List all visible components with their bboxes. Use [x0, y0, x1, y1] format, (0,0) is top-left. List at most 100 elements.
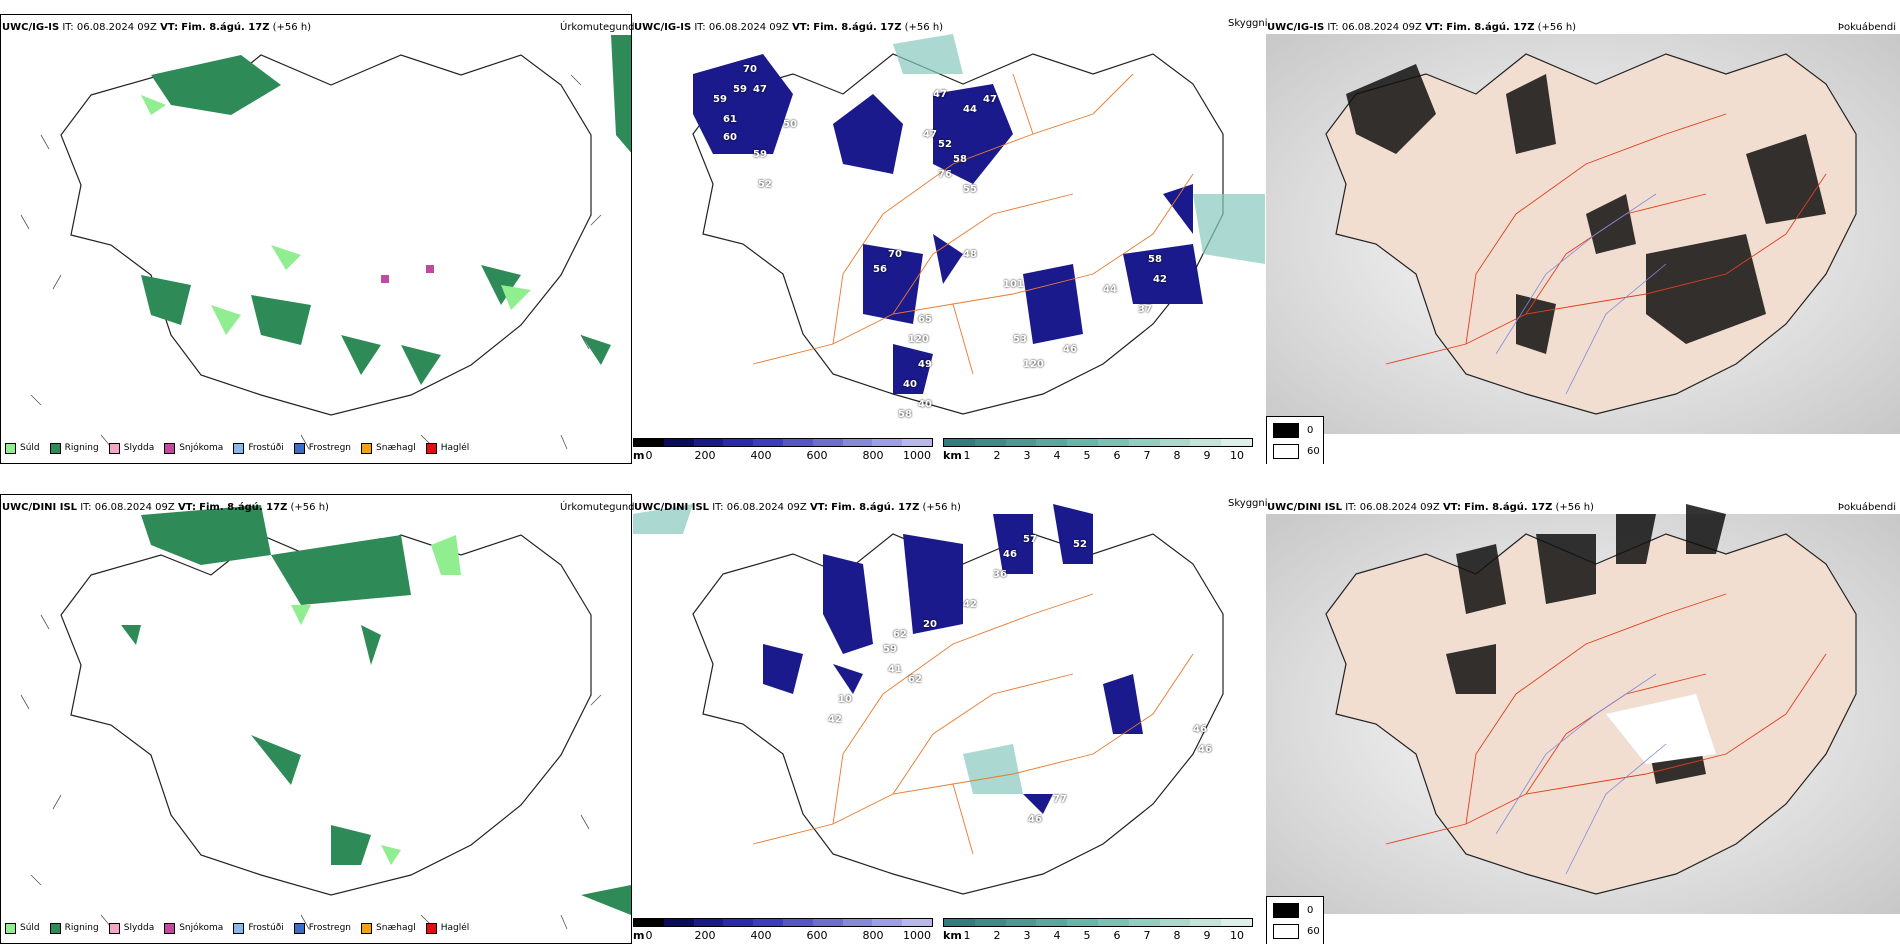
tick: 9 [1203, 449, 1211, 462]
cloudbase-unit: km [943, 929, 962, 942]
tick: 0 [645, 929, 653, 942]
cloudbase-strip [943, 918, 1253, 927]
fog-swatch-white [1273, 444, 1299, 459]
cloud-title-top: Skyggni [1228, 18, 1268, 29]
fog-legend-value: 0 [1307, 905, 1314, 916]
tick: 4 [1053, 449, 1061, 462]
legend-item: Súld [5, 922, 40, 934]
lead-time: (+56 h) [904, 22, 944, 33]
tick: 200 [694, 929, 716, 942]
legend-item: Rigning [49, 922, 99, 934]
tick: 600 [806, 449, 828, 462]
cloudbase-ticks: 1 2 3 4 5 6 7 8 9 10 [943, 449, 1253, 463]
fog-dark-areas [1346, 64, 1826, 354]
swatch [5, 922, 16, 934]
vt-value: Fim. 8.ágú. 17Z [181, 22, 270, 33]
tick: 7 [1143, 929, 1151, 942]
iceland-outline-top-cloud [692, 53, 1224, 415]
swatch [49, 922, 61, 934]
legend-label: Snæhagl [376, 443, 416, 453]
swatch [233, 922, 245, 934]
legend-label: Haglél [440, 923, 470, 933]
legend-item: Haglél [425, 442, 470, 454]
elevation-ticks: 0 200 400 600 800 1000 [633, 929, 933, 943]
tick: 5 [1083, 449, 1091, 462]
legend-label: Frostúði [248, 923, 284, 933]
cloud-panel-top: m 0 200 400 600 800 1000 km 1 2 3 4 5 6 … [633, 14, 1265, 464]
legend-item: Snæhagl [361, 442, 416, 454]
swatch [233, 442, 245, 454]
fog-panel-bottom: 0 60 [1266, 494, 1900, 944]
swatch [108, 442, 120, 454]
fog-white-areas [1606, 694, 1716, 764]
precip-title-bottom: Úrkomutegund [560, 502, 635, 513]
legend-label: Frostregn [308, 443, 352, 453]
lead-time: (+56 h) [922, 502, 961, 513]
tick: 8 [1173, 929, 1181, 942]
iceland-outline-top-precip [60, 54, 592, 416]
vt-value: Fim. 8.ágú. 17Z [199, 502, 288, 513]
legend-item: Slydda [108, 442, 154, 454]
elevation-colorbar-bottom: m 0 200 400 600 800 1000 [633, 918, 933, 944]
vt-value: Fim. 8.ágú. 17Z [1446, 22, 1535, 33]
tick: 2 [993, 929, 1001, 942]
swatch [293, 922, 305, 934]
legend-item: Slydda [108, 922, 154, 934]
tick: 800 [862, 929, 884, 942]
road-network [752, 73, 1194, 375]
fog-swatch-black [1273, 903, 1299, 918]
legend-item: Haglél [425, 922, 470, 934]
legend-item: Rigning [49, 442, 99, 454]
it-value: 06.08.2024 09Z [76, 22, 157, 33]
vt-label: VT: [1442, 502, 1461, 513]
fog-rivers [1495, 673, 1667, 875]
model-name: UWC/IG-IS [2, 22, 60, 33]
tick: 4 [1053, 929, 1061, 942]
legend-label: Frostúði [248, 443, 284, 453]
fog-legend-row: 60 [1273, 444, 1320, 459]
precip-legend-top: Súld Rigning Slydda Snjókoma Frostúði Fr… [5, 439, 469, 457]
cloud-fog-teal [633, 504, 1023, 794]
tick: 7 [1143, 449, 1151, 462]
vt-value: Fim. 8.ágú. 17Z [831, 502, 920, 513]
cloud-map-top [692, 34, 1265, 415]
road-network [752, 593, 1194, 855]
drizzle-areas [141, 95, 531, 335]
fog-map-bottom [1266, 504, 1900, 914]
tick: 9 [1203, 929, 1211, 942]
vt-label: VT: [1425, 22, 1444, 33]
swatch [164, 922, 176, 934]
tick: 1 [963, 449, 971, 462]
cloudbase-ticks: 1 2 3 4 5 6 7 8 9 10 [943, 929, 1253, 943]
snow-areas [381, 265, 434, 283]
tick: 6 [1113, 929, 1121, 942]
vt-label: VT: [160, 22, 179, 33]
tick: 5 [1083, 929, 1091, 942]
swatch [108, 922, 120, 934]
cloud-panel-bottom: m 0 200 400 600 800 1000 km 1 2 3 4 5 6 … [633, 494, 1265, 944]
header-cloud-bottom: UWC/DINI ISL IT: 06.08.2024 09Z VT: Fim.… [634, 500, 961, 516]
legend-item: Snæhagl [361, 922, 416, 934]
it-value: 06.08.2024 09Z [726, 502, 807, 513]
cloud-fog-teal [893, 34, 1265, 264]
legend-item: Frostúði [233, 442, 284, 454]
legend-label: Haglél [440, 443, 470, 453]
legend-item: Snjókoma [164, 922, 223, 934]
elevation-colorbar-top: m 0 200 400 600 800 1000 [633, 438, 933, 464]
fog-rivers [1495, 193, 1667, 395]
elevation-strip [633, 918, 933, 927]
header-fog-bottom: UWC/DINI ISL IT: 06.08.2024 09Z VT: Fim.… [1267, 500, 1594, 516]
tick: 0 [645, 449, 653, 462]
precip-title-top: Úrkomutegund [560, 22, 635, 33]
model-name: UWC/DINI ISL [634, 502, 710, 513]
tick: 2 [993, 449, 1001, 462]
legend-item: Frostregn [293, 922, 351, 934]
fog-legend-row: 0 [1273, 903, 1313, 918]
vt-value: Fim. 8.ágú. 17Z [1464, 502, 1553, 513]
tick: 1000 [903, 449, 931, 462]
swatch [425, 922, 437, 934]
fog-legend-bottom: 0 60 [1266, 896, 1324, 944]
it-value: 06.08.2024 09Z [94, 502, 175, 513]
cloudbase-colorbar-bottom: km 1 2 3 4 5 6 7 8 9 10 [943, 918, 1253, 944]
tick: 8 [1173, 449, 1181, 462]
